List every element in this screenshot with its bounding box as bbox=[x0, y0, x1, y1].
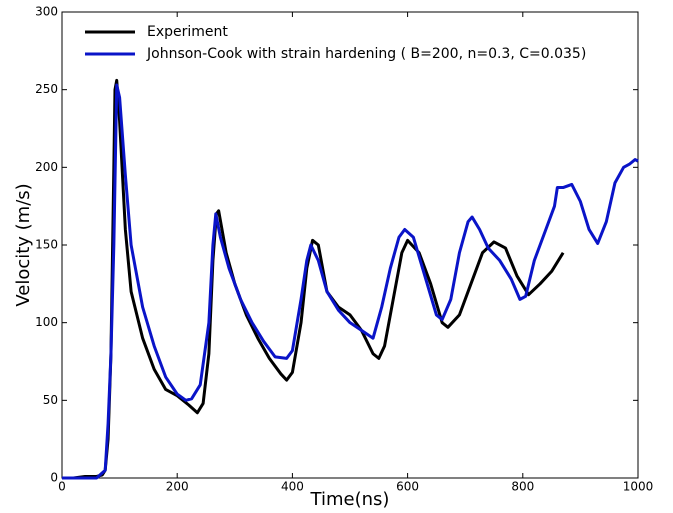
x-tick-label: 200 bbox=[166, 480, 189, 494]
x-tick-label: 400 bbox=[281, 480, 304, 494]
y-tick-label: 0 bbox=[50, 471, 58, 485]
x-tick-label: 0 bbox=[58, 480, 66, 494]
data-line bbox=[62, 83, 639, 480]
legend-text: Experiment bbox=[147, 24, 228, 40]
y-tick-label: 50 bbox=[43, 393, 58, 407]
y-tick-label: 150 bbox=[35, 238, 58, 252]
plot-frame bbox=[61, 11, 639, 479]
x-tick-label: 800 bbox=[511, 480, 534, 494]
y-axis-label: Velocity (m/s) bbox=[13, 183, 34, 306]
y-tick-label: 200 bbox=[35, 160, 58, 174]
legend-text: Johnson-Cook with strain hardening ( B=2… bbox=[146, 46, 586, 62]
x-tick-label: 600 bbox=[396, 480, 419, 494]
y-tick-label: 300 bbox=[35, 5, 58, 19]
y-tick-label: 100 bbox=[35, 315, 58, 329]
x-axis-label: Time(ns) bbox=[310, 489, 390, 510]
data-line bbox=[62, 78, 565, 480]
y-tick-label: 250 bbox=[35, 82, 58, 96]
x-tick-label: 1000 bbox=[623, 480, 654, 494]
